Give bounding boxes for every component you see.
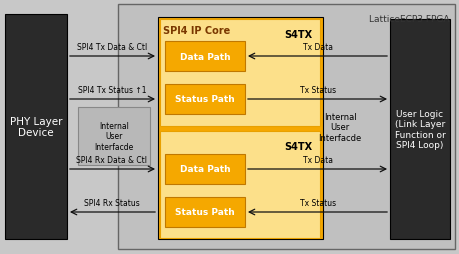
Text: Tx Data: Tx Data [302,155,332,164]
Bar [5,15,67,239]
Bar [157,18,322,239]
Text: User Logic
(Link Layer
Function or
SPI4 Loop): User Logic (Link Layer Function or SPI4 … [394,109,444,150]
Text: Internal
User
Interfacde: Internal User Interfacde [318,113,361,142]
Text: Tx Status: Tx Status [299,86,336,95]
Text: Tx Data: Tx Data [302,43,332,52]
Text: Status Path: Status Path [175,208,235,217]
Text: S4TX: S4TX [283,141,311,151]
Text: SPI4 Tx Data & Ctl: SPI4 Tx Data & Ctl [77,43,147,52]
Bar [78,108,150,165]
Text: SPI4 Rx Data & Ctl: SPI4 Rx Data & Ctl [76,155,147,164]
Text: Tx Status: Tx Status [299,198,336,207]
Text: SPI4 Tx Status ↑1: SPI4 Tx Status ↑1 [78,86,146,95]
Text: S4TX: S4TX [283,30,311,40]
Text: LatticeECP3 FPGA: LatticeECP3 FPGA [369,15,449,24]
Text: Data Path: Data Path [179,165,230,174]
Text: SPI4 IP Core: SPI4 IP Core [162,26,230,36]
Text: Status Path: Status Path [175,95,235,104]
Bar [165,154,245,184]
Bar [389,20,449,239]
Bar [160,132,319,238]
Bar [165,85,245,115]
Bar [165,197,245,227]
Text: Internal
User
Interfacde: Internal User Interfacde [94,122,133,151]
Text: SPI4 Rx Status: SPI4 Rx Status [84,198,140,207]
Bar [160,20,319,126]
Bar [118,5,454,249]
Bar [165,42,245,72]
Text: Data Path: Data Path [179,52,230,61]
Text: PHY Layer
Device: PHY Layer Device [10,116,62,138]
